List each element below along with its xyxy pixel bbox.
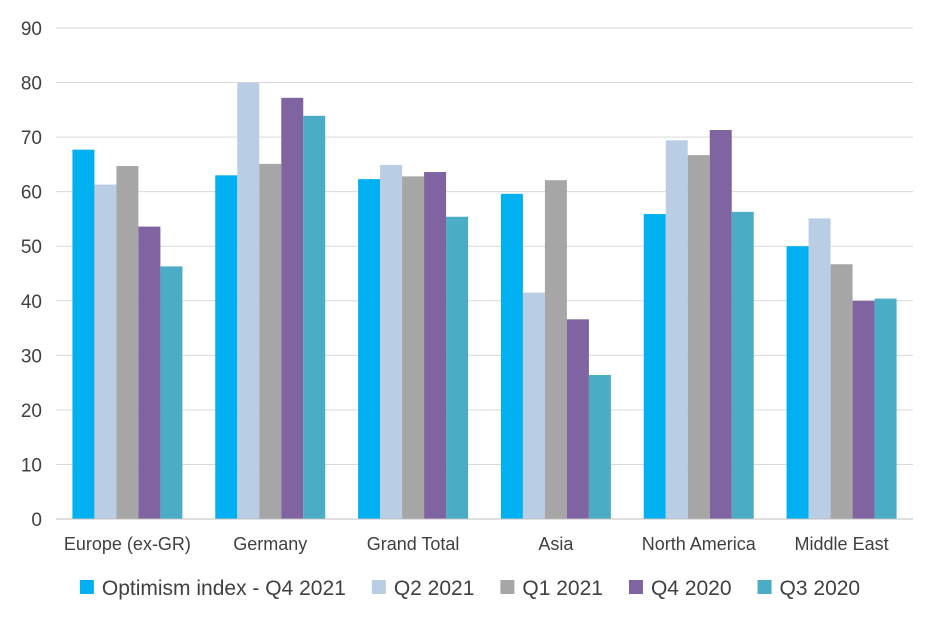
legend-label: Q1 2021 <box>522 577 603 600</box>
legend-swatch-3 <box>628 580 643 594</box>
bar-1-2 <box>259 163 282 520</box>
bar-0-4 <box>160 266 183 519</box>
bar-3-1 <box>522 292 545 519</box>
bar-4-1 <box>665 140 688 519</box>
bar-0-2 <box>116 166 139 519</box>
y-tick-label: 30 <box>21 346 42 367</box>
bar-0-1 <box>94 184 117 519</box>
legend: Optimism index - Q4 2021 Q2 2021 Q1 2021 Q4… <box>79 577 861 600</box>
bar-5-3 <box>852 300 875 519</box>
y-tick-label: 10 <box>21 455 42 476</box>
bar-4-3 <box>709 130 732 519</box>
bar-4-4 <box>731 211 754 519</box>
legend-label: Q2 2021 <box>394 577 475 600</box>
bar-2-0 <box>358 179 381 519</box>
y-tick-label: 70 <box>21 128 42 149</box>
bar-2-1 <box>380 164 403 519</box>
bar-3-4 <box>588 374 611 519</box>
y-tick-label: 0 <box>31 510 42 531</box>
x-tick-label: Asia <box>538 534 574 554</box>
bar-0-0 <box>72 149 95 520</box>
legend-swatch-0 <box>79 580 94 594</box>
y-tick-label: 50 <box>21 237 42 258</box>
bar-5-2 <box>830 264 853 519</box>
bar-5-1 <box>808 218 831 519</box>
bar-2-3 <box>424 172 447 519</box>
y-tick-label: 40 <box>21 292 42 313</box>
bar-1-4 <box>303 115 326 519</box>
bar-5-4 <box>874 298 897 519</box>
x-tick-label: Germany <box>233 534 307 554</box>
bar-1-0 <box>215 175 238 520</box>
bars <box>72 82 897 520</box>
legend-label: Optimism index - Q4 2021 <box>102 577 346 600</box>
bar-3-3 <box>566 319 589 519</box>
y-tick-label: 60 <box>21 183 42 204</box>
gridlines <box>56 27 913 465</box>
y-tick-label: 20 <box>21 401 42 422</box>
bar-3-0 <box>500 193 523 520</box>
bar-1-3 <box>281 97 304 519</box>
x-tick-label: Europe (ex-GR) <box>64 534 191 554</box>
bar-5-0 <box>786 246 809 519</box>
legend-swatch-2 <box>500 580 515 594</box>
y-tick-label: 90 <box>21 19 42 40</box>
bar-2-4 <box>446 216 469 520</box>
x-tick-label: Grand Total <box>367 534 460 554</box>
bar-2-2 <box>402 176 425 519</box>
x-tick-label: North America <box>642 534 757 554</box>
x-tick-label: Middle East <box>795 534 889 554</box>
legend-swatch-1 <box>371 580 386 594</box>
legend-label: Q3 2020 <box>780 577 861 600</box>
y-tick-label: 80 <box>21 74 42 95</box>
bar-4-0 <box>643 214 666 520</box>
bar-3-2 <box>544 180 567 519</box>
legend-swatch-4 <box>757 580 772 594</box>
legend-label: Q4 2020 <box>651 577 732 600</box>
bar-0-3 <box>138 226 161 520</box>
axes: 0 10 20 30 40 50 60 70 80 90 Europe (ex-GR) Germany… <box>21 19 913 554</box>
bar-1-1 <box>237 82 260 520</box>
bar-4-2 <box>687 155 710 519</box>
